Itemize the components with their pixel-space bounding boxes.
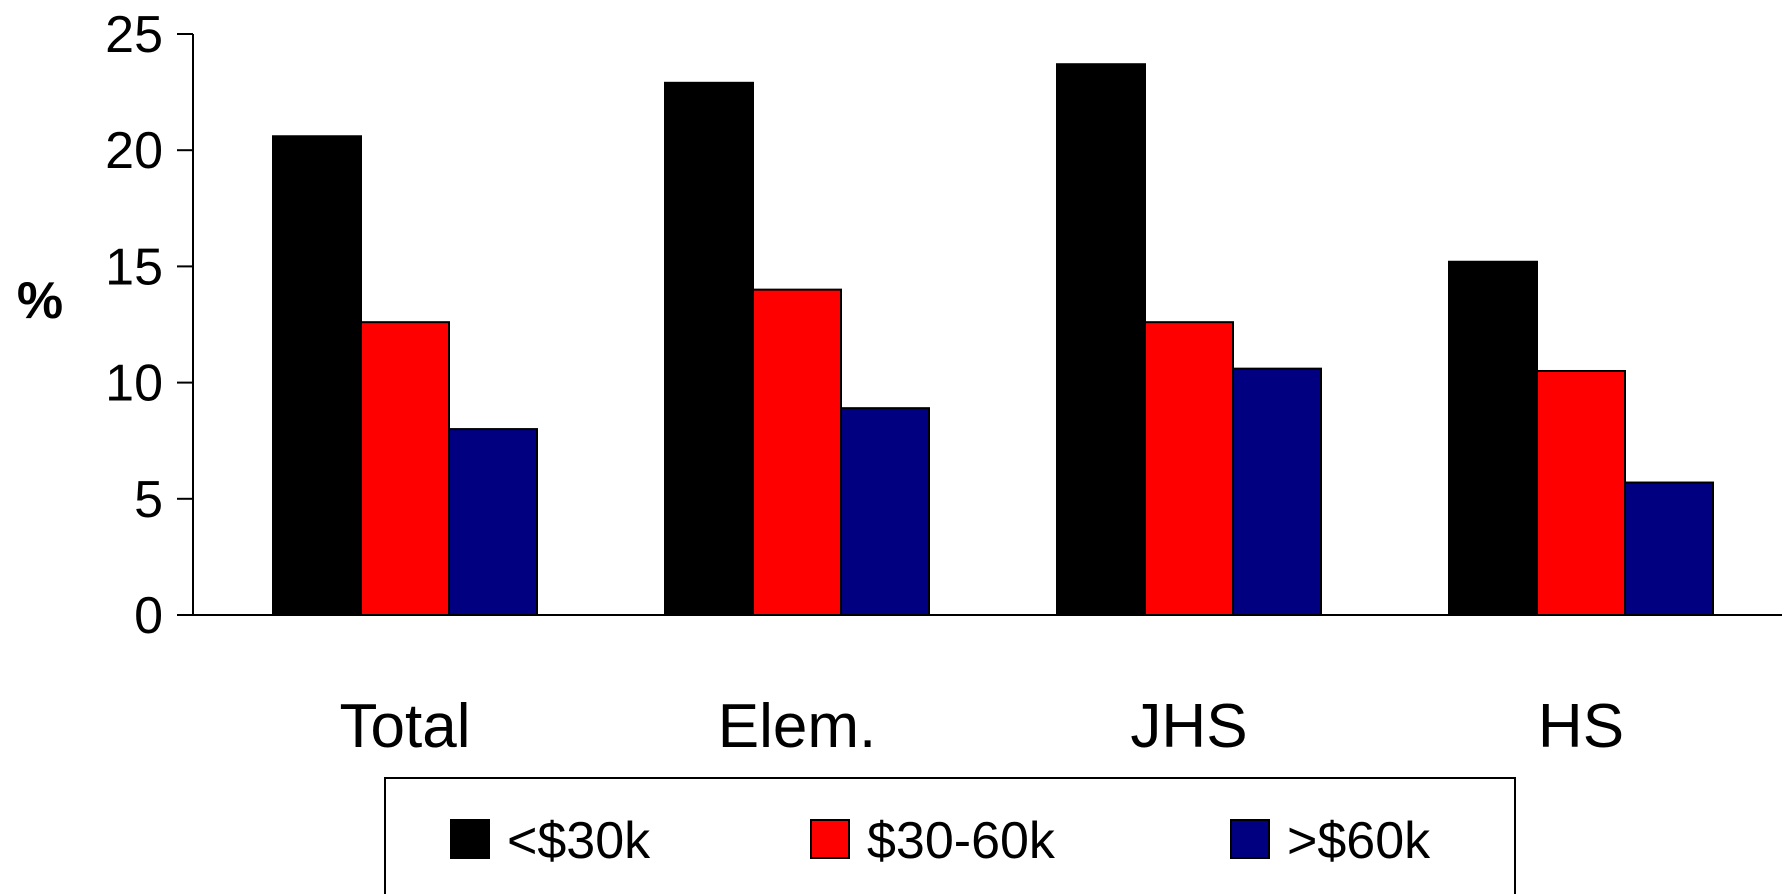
bar <box>1448 260 1538 616</box>
legend-label: <$30k <box>507 812 651 870</box>
bar <box>840 407 930 616</box>
x-axis: Total Elem. JHS HS <box>193 614 1782 761</box>
bar-group-elem <box>664 81 930 616</box>
legend-item: $30-60k <box>810 812 1056 870</box>
legend-swatch <box>810 819 850 859</box>
legend-swatch <box>450 819 490 859</box>
legend-label: >$60k <box>1287 812 1431 870</box>
bars <box>272 63 1714 617</box>
bar-group-jhs <box>1056 63 1322 617</box>
x-category-label: JHS <box>1130 692 1247 761</box>
legend-item: <$30k <box>450 812 651 870</box>
bar <box>752 288 842 616</box>
bar <box>1144 321 1234 616</box>
y-tick-label: 25 <box>105 6 163 64</box>
legend-swatch <box>1230 819 1270 859</box>
bar <box>1056 63 1146 617</box>
y-tick-label: 20 <box>105 122 163 180</box>
bar <box>1232 367 1322 616</box>
legend-item: >$60k <box>1230 812 1431 870</box>
y-axis: 0 5 10 15 20 25 <box>105 6 194 645</box>
y-tick-label: 15 <box>105 238 163 296</box>
bar-group-total <box>272 135 538 616</box>
y-tick-label: 5 <box>134 471 163 529</box>
bar <box>664 81 754 616</box>
x-category-label: HS <box>1538 692 1624 761</box>
y-tick-label: 10 <box>105 355 163 413</box>
bar <box>272 135 362 616</box>
legend-box <box>384 777 1516 894</box>
x-category-label: Elem. <box>718 692 876 761</box>
bar-group-hs <box>1448 260 1714 617</box>
y-axis-label: % <box>17 272 63 330</box>
y-tick-label: 0 <box>134 587 163 645</box>
bar <box>360 321 450 616</box>
x-category-label: Total <box>340 692 471 761</box>
bar <box>1536 369 1626 617</box>
legend: <$30k $30-60k >$60k <box>384 777 1516 894</box>
legend-label: $30-60k <box>867 812 1056 870</box>
bar <box>448 428 538 616</box>
bar <box>1624 481 1714 617</box>
